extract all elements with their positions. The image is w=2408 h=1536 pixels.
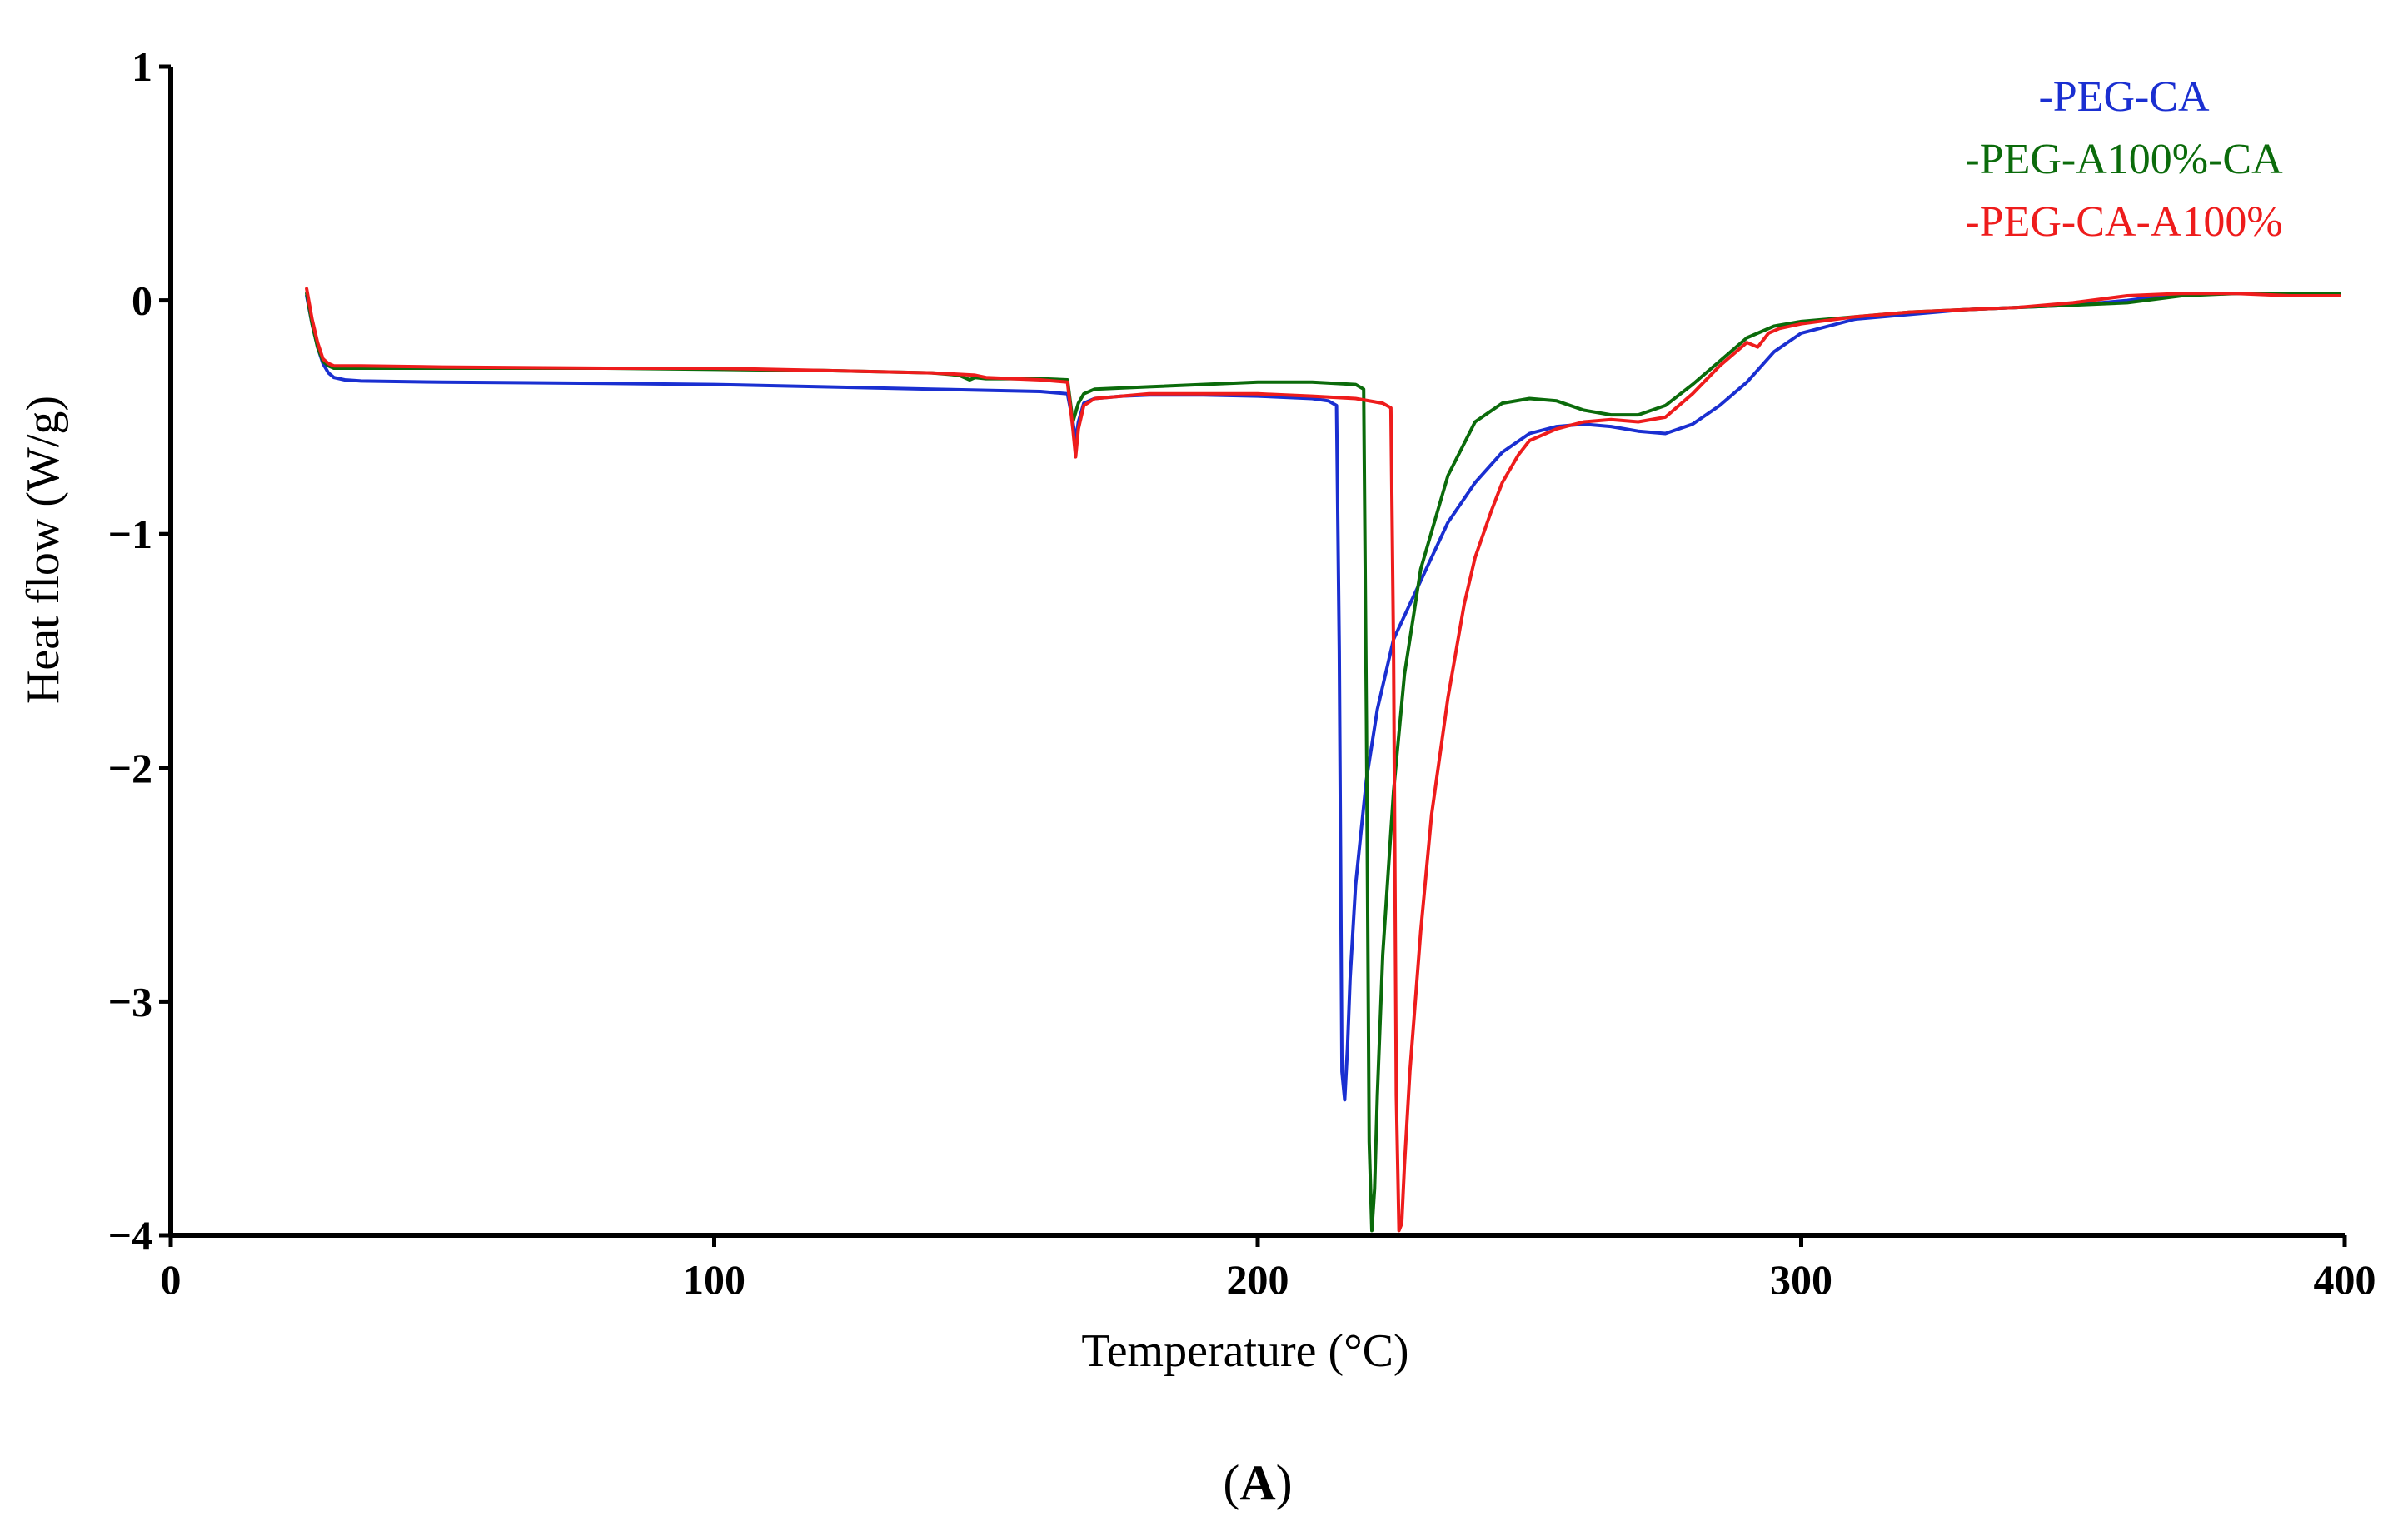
y-tick-label: −3 — [108, 978, 153, 1025]
legend: -PEG-CA -PEG-A100%-CA -PEG-CA-A100% — [1965, 73, 2283, 246]
series-line-2 — [305, 292, 2341, 1233]
x-tick-label: 100 — [683, 1256, 745, 1303]
y-axis-title: Heat flow (W/g) — [17, 396, 69, 704]
series-line-3 — [305, 287, 2341, 1233]
panel-label-letter: A — [1239, 1455, 1275, 1510]
ticks-layer: 0 100 200 300 400 1 0 −1 −2 −3 −4 — [108, 43, 2376, 1303]
panel-label-close: ) — [1276, 1455, 1293, 1510]
x-tick-label: 300 — [1770, 1256, 1832, 1303]
y-tick-label: 1 — [132, 43, 152, 90]
x-tick-label: 200 — [1227, 1256, 1289, 1303]
legend-entry-peg-ca-a100: -PEG-CA-A100% — [1965, 198, 2282, 246]
legend-entry-peg-a100-ca: -PEG-A100%-CA — [1965, 136, 2283, 183]
x-tick-label: 0 — [161, 1256, 182, 1303]
legend-entry-peg-ca: -PEG-CA — [2038, 73, 2210, 121]
x-axis-title: Temperature (°C) — [1081, 1325, 1408, 1377]
y-tick-label: −4 — [108, 1212, 153, 1259]
y-tick-label: −2 — [108, 745, 153, 791]
panel-label-open: ( — [1223, 1455, 1239, 1510]
y-tick-label: −1 — [108, 511, 153, 557]
x-tick-label: 400 — [2314, 1256, 2376, 1303]
y-tick-label: 0 — [132, 277, 152, 324]
panel-label: (A) — [1223, 1455, 1292, 1510]
series-layer — [305, 287, 2341, 1233]
series-line-1 — [305, 292, 2341, 1102]
